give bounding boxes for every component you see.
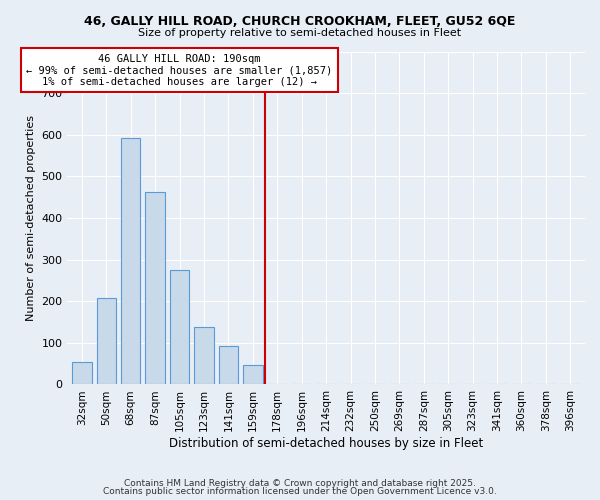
Bar: [194, 327, 214, 384]
Text: 46 GALLY HILL ROAD: 190sqm
← 99% of semi-detached houses are smaller (1,857)
1% : 46 GALLY HILL ROAD: 190sqm ← 99% of semi…: [26, 54, 333, 87]
Y-axis label: Number of semi-detached properties: Number of semi-detached properties: [26, 115, 35, 321]
Bar: [243, 366, 263, 384]
Bar: [72, 362, 92, 384]
Text: Contains HM Land Registry data © Crown copyright and database right 2025.: Contains HM Land Registry data © Crown c…: [124, 478, 476, 488]
Bar: [97, 298, 116, 384]
Text: Size of property relative to semi-detached houses in Fleet: Size of property relative to semi-detach…: [139, 28, 461, 38]
Text: Contains public sector information licensed under the Open Government Licence v3: Contains public sector information licen…: [103, 487, 497, 496]
Bar: [218, 346, 238, 385]
Text: 46, GALLY HILL ROAD, CHURCH CROOKHAM, FLEET, GU52 6QE: 46, GALLY HILL ROAD, CHURCH CROOKHAM, FL…: [85, 15, 515, 28]
Bar: [145, 192, 165, 384]
X-axis label: Distribution of semi-detached houses by size in Fleet: Distribution of semi-detached houses by …: [169, 437, 483, 450]
Bar: [170, 270, 190, 384]
Bar: [121, 138, 140, 384]
